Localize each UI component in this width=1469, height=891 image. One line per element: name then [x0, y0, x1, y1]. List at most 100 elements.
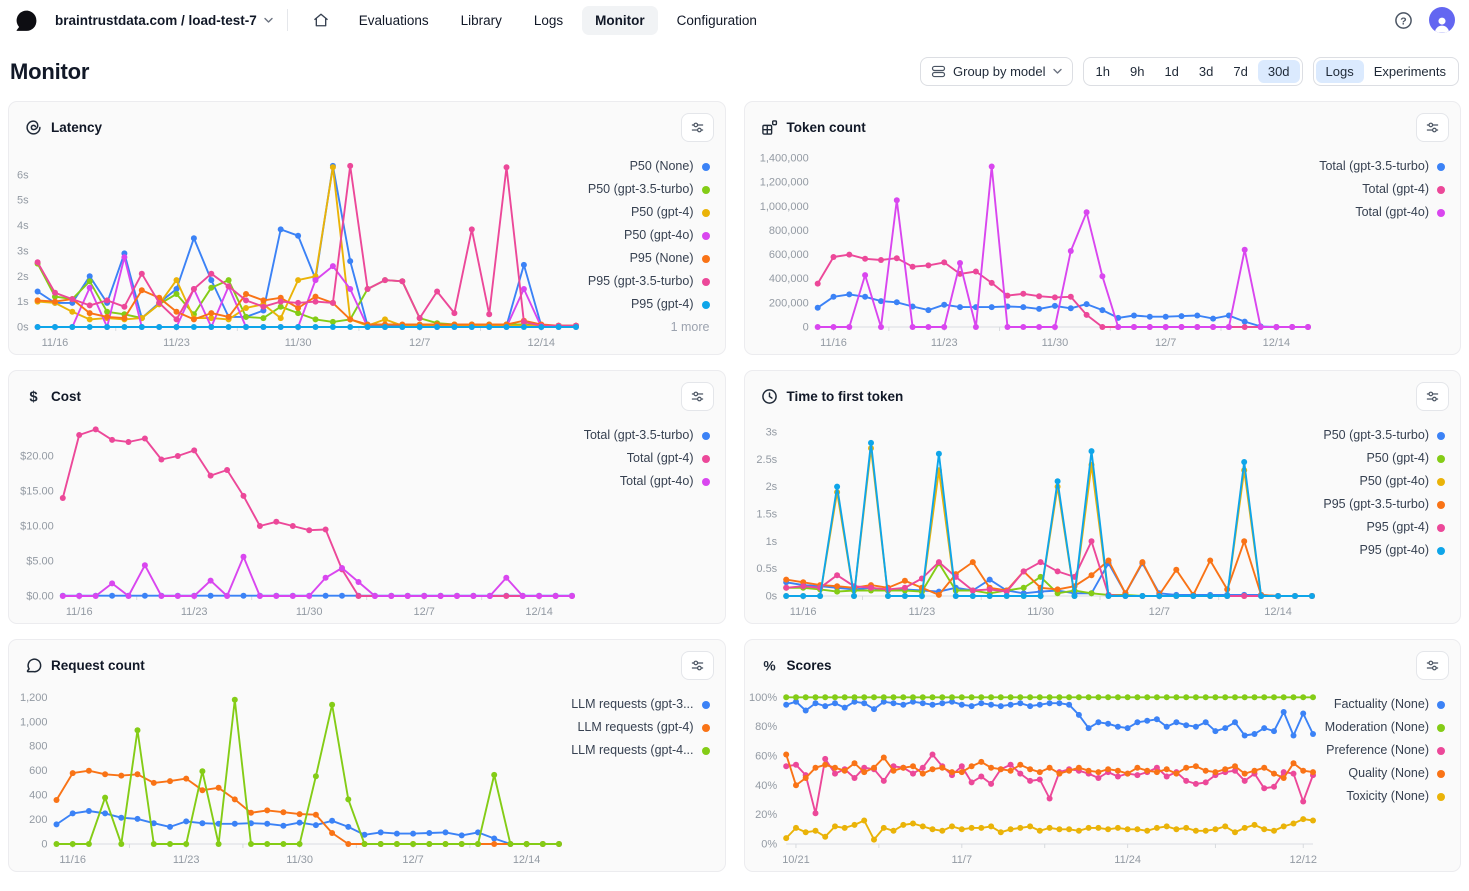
- legend-dot: [1437, 500, 1445, 509]
- legend-item[interactable]: P95 (gpt-4o): [1360, 539, 1445, 562]
- home-button[interactable]: [302, 5, 340, 35]
- svg-text:40%: 40%: [755, 780, 777, 792]
- svg-text:11/16: 11/16: [66, 606, 93, 618]
- svg-text:2s: 2s: [765, 481, 777, 493]
- legend-more[interactable]: 1 more: [670, 320, 710, 334]
- svg-text:12/14: 12/14: [513, 854, 541, 866]
- svg-text:1s: 1s: [17, 296, 29, 308]
- legend-item[interactable]: P95 (gpt-3.5-turbo): [588, 270, 710, 293]
- legend-item[interactable]: Preference (None): [1326, 739, 1445, 762]
- legend-item[interactable]: Total (gpt-3.5-turbo): [584, 424, 710, 447]
- page-header: Monitor Group by model 1h 9h 1d 3d 7d 30d Log…: [0, 40, 1469, 101]
- time-range-3d[interactable]: 3d: [1189, 60, 1223, 83]
- legend-label: P95 (gpt-4o): [1359, 543, 1429, 557]
- time-range-1h[interactable]: 1h: [1086, 60, 1120, 83]
- legend-item[interactable]: P50 (gpt-4o): [1360, 470, 1445, 493]
- breadcrumb-text: braintrustdata.com / load-test-7: [55, 12, 257, 28]
- panel-title: Request count: [51, 658, 145, 673]
- legend-item[interactable]: LLM requests (gpt-3...: [571, 693, 710, 716]
- legend-item[interactable]: LLM requests (gpt-4): [577, 716, 710, 739]
- svg-text:800: 800: [29, 741, 47, 753]
- nav-item-configuration[interactable]: Configuration: [664, 6, 770, 35]
- legend-item[interactable]: P95 (gpt-4): [1366, 516, 1445, 539]
- legend-item[interactable]: LLM requests (gpt-4...: [571, 739, 710, 762]
- legend-item[interactable]: Total (gpt-4): [627, 447, 710, 470]
- request-count-panel: Request count 0 200 400 600 800 1,000 1,200 11/…: [8, 639, 726, 872]
- legend-dot: [701, 277, 710, 286]
- sliders-icon: [691, 391, 703, 402]
- legend-item[interactable]: P50 (gpt-4o): [624, 224, 710, 247]
- nav-item-library[interactable]: Library: [448, 6, 515, 35]
- legend-item[interactable]: Total (gpt-4o): [620, 470, 710, 493]
- sliders-icon: [1426, 122, 1439, 133]
- help-button[interactable]: ?: [1392, 9, 1415, 32]
- cost-settings-button[interactable]: [680, 382, 714, 411]
- legend-dot: [701, 300, 710, 309]
- legend-label: P50 (gpt-4): [630, 205, 694, 219]
- request-count-settings-button[interactable]: [680, 651, 714, 680]
- legend-item[interactable]: Total (gpt-4): [1362, 178, 1445, 201]
- latency-settings-button[interactable]: [680, 113, 714, 142]
- svg-text:0.5s: 0.5s: [756, 563, 777, 575]
- legend-item[interactable]: Total (gpt-3.5-turbo): [1319, 155, 1445, 178]
- svg-text:600: 600: [29, 765, 47, 777]
- legend-label: Toxicity (None): [1346, 789, 1429, 803]
- legend-label: P95 (gpt-4): [630, 297, 694, 311]
- legend-label: Preference (None): [1326, 743, 1429, 757]
- legend-label: Total (gpt-4): [626, 451, 694, 465]
- percent-icon: %: [761, 657, 778, 674]
- svg-text:2s: 2s: [17, 271, 29, 283]
- ttft-legend: P50 (gpt-3.5-turbo) P50 (gpt-4) P50 (gpt-4…: [1319, 411, 1460, 623]
- legend-dot: [701, 254, 710, 263]
- legend-dot: [1437, 431, 1445, 440]
- svg-text:5s: 5s: [17, 195, 29, 207]
- legend-item[interactable]: Toxicity (None): [1346, 785, 1445, 808]
- svg-text:12/7: 12/7: [1154, 337, 1175, 349]
- legend-dot: [1437, 185, 1445, 194]
- snail-icon: [25, 119, 42, 136]
- svg-text:200: 200: [29, 814, 47, 826]
- view-toggle-logs[interactable]: Logs: [1315, 60, 1364, 83]
- breadcrumb[interactable]: braintrustdata.com / load-test-7: [51, 7, 277, 34]
- group-by-dropdown[interactable]: Group by model: [920, 57, 1073, 86]
- legend-item[interactable]: P50 (gpt-4): [631, 201, 710, 224]
- nav-item-evaluations[interactable]: Evaluations: [346, 6, 442, 35]
- token-count-settings-button[interactable]: [1416, 113, 1449, 142]
- legend-item[interactable]: P50 (gpt-3.5-turbo): [1323, 424, 1445, 447]
- clock-icon: [761, 388, 778, 405]
- svg-text:$0.00: $0.00: [26, 591, 54, 603]
- brand-logo-icon[interactable]: [14, 8, 39, 33]
- nav-item-logs[interactable]: Logs: [521, 6, 576, 35]
- avatar[interactable]: [1429, 7, 1455, 33]
- legend-item[interactable]: P95 (gpt-3.5-turbo): [1323, 493, 1445, 516]
- ttft-settings-button[interactable]: [1416, 382, 1449, 411]
- scores-settings-button[interactable]: [1416, 651, 1449, 680]
- scores-legend: Factuality (None) Moderation (None) Prefer…: [1321, 680, 1460, 871]
- legend-label: P95 (gpt-3.5-turbo): [587, 274, 694, 288]
- home-icon: [314, 13, 328, 27]
- time-range-9h[interactable]: 9h: [1120, 60, 1154, 83]
- svg-text:11/30: 11/30: [296, 606, 323, 618]
- nav-item-monitor[interactable]: Monitor: [582, 5, 658, 35]
- legend-label: Moderation (None): [1324, 720, 1429, 734]
- legend-item[interactable]: P50 (gpt-4): [1366, 447, 1445, 470]
- legend-item[interactable]: P50 (gpt-3.5-turbo): [588, 178, 710, 201]
- svg-text:12/14: 12/14: [1264, 606, 1292, 618]
- time-range-1d[interactable]: 1d: [1154, 60, 1188, 83]
- scores-chart: 0% 20% 40% 60% 80% 100% 10/21 11/7 11/24 12/12: [745, 680, 1321, 871]
- view-toggle-experiments[interactable]: Experiments: [1364, 60, 1456, 83]
- legend-label: P50 (gpt-4o): [1359, 474, 1429, 488]
- request-count-chart: 0 200 400 600 800 1,000 1,200 11/16 11/23 11/30 12…: [9, 680, 567, 871]
- legend-item[interactable]: P95 (None): [630, 247, 710, 270]
- svg-text:11/23: 11/23: [173, 854, 200, 866]
- legend-item[interactable]: Total (gpt-4o): [1355, 201, 1445, 224]
- time-range-7d[interactable]: 7d: [1223, 60, 1257, 83]
- latency-chart: 0s 1s 2s 3s 4s 5s 6s 11/16 11/23 11/30 12/7 12/14: [9, 142, 584, 354]
- legend-dot: [1437, 546, 1445, 555]
- legend-item[interactable]: P50 (None): [630, 155, 710, 178]
- legend-item[interactable]: Moderation (None): [1325, 716, 1445, 739]
- legend-item[interactable]: Quality (None): [1348, 762, 1445, 785]
- legend-item[interactable]: P95 (gpt-4): [631, 293, 710, 316]
- legend-item[interactable]: Factuality (None): [1334, 693, 1445, 716]
- time-range-30d[interactable]: 30d: [1257, 60, 1300, 83]
